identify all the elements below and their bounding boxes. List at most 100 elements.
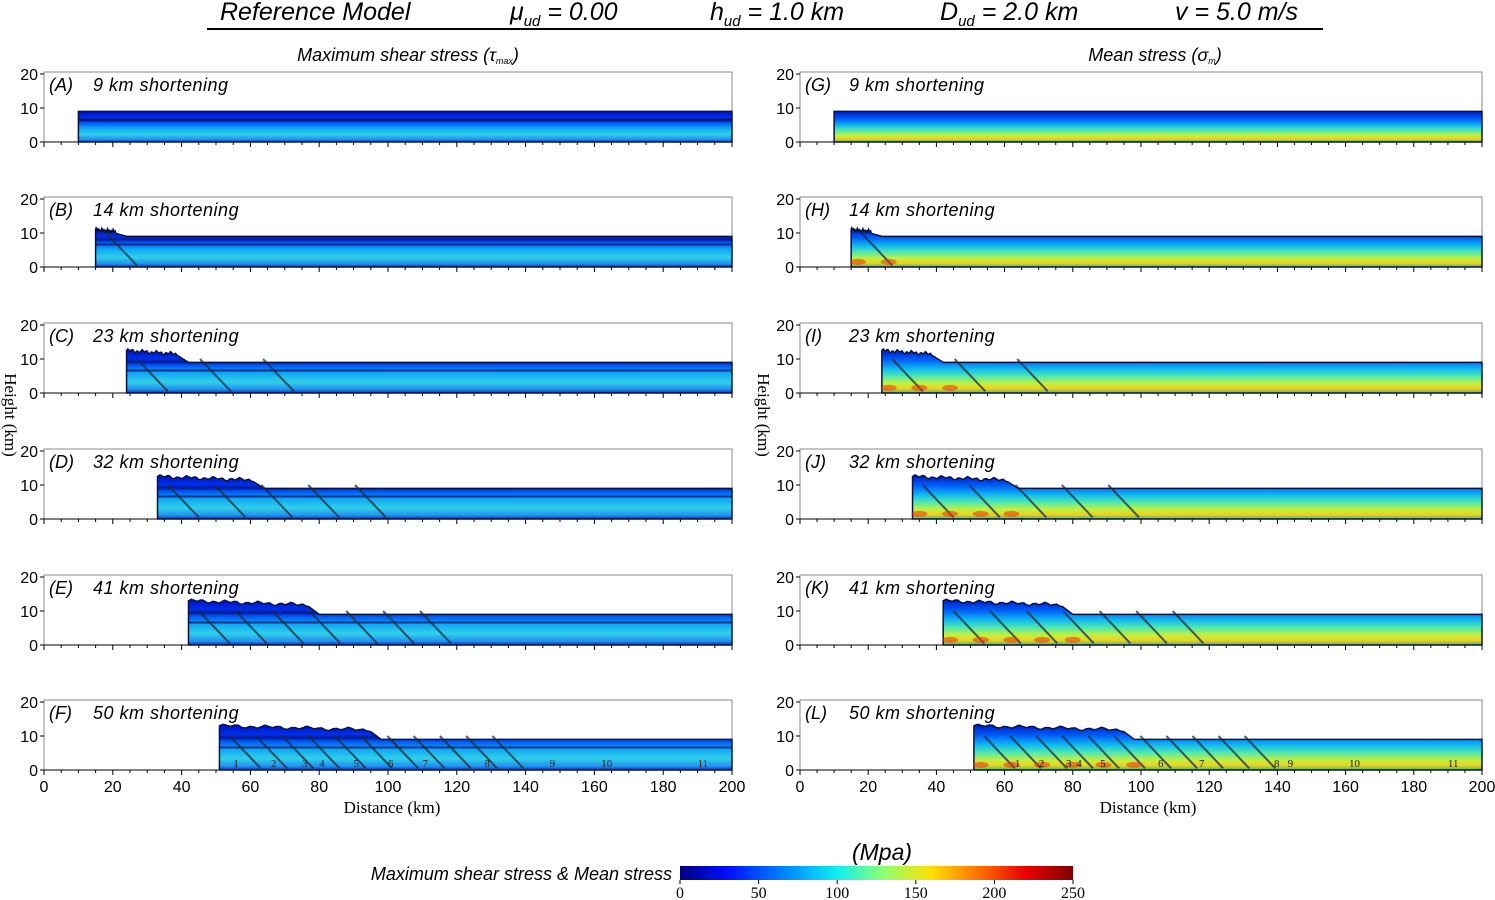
fault-number: 5 (354, 758, 360, 770)
stress-hotspot (1003, 761, 1020, 768)
fault-trace (1135, 610, 1168, 644)
fault-number: 11 (1448, 758, 1459, 770)
colorbar-label: Maximum shear stress & Mean stress (371, 864, 672, 884)
y-tick-label: 0 (29, 638, 38, 655)
panel-letter: (B) (49, 200, 73, 220)
x-tick-label: 60 (996, 779, 1014, 796)
stress-hotspot (1034, 761, 1051, 768)
stress-hotspot (972, 761, 989, 768)
fault-trace (1243, 735, 1276, 769)
stress-hotspot (1034, 636, 1051, 643)
y-tick-label: 10 (20, 352, 38, 369)
stress-hotspot (880, 384, 897, 391)
fault-trace (198, 610, 231, 644)
panel-l: 0 10 20 1 2 3 4 5 6 7 8 9 10 11 (L) 50 km shortening (776, 695, 1483, 780)
panel-label: 23 km shortening (848, 326, 995, 346)
y-tick-label: 20 (776, 318, 794, 335)
fault-trace (199, 358, 232, 392)
fault-trace (1061, 484, 1094, 518)
panel-letter: (G) (805, 75, 831, 95)
stress-hotspot (1064, 636, 1081, 643)
x-tick-label: 100 (1128, 779, 1155, 796)
panel-k: 0 10 20 (K) 41 km shortening (776, 570, 1483, 655)
y-tick-label: 0 (29, 512, 38, 529)
fault-trace (105, 232, 138, 266)
fault-trace (234, 610, 268, 644)
stress-hotspot (1095, 761, 1112, 768)
y-tick-label: 20 (20, 695, 38, 712)
x-tick-label: 120 (1196, 779, 1223, 796)
y-tick-label: 10 (776, 604, 794, 621)
fault-number: 8 (1274, 758, 1280, 770)
panel-g: 0 10 20 (G) 9 km shortening (776, 67, 1483, 152)
param-v: v = 5.0 m/s (1175, 0, 1298, 26)
panel-f: 0 10 20 1 2 3 4 5 6 7 8 9 10 11 (F) 50 km shortening (20, 695, 733, 780)
stress-hotspot (972, 636, 989, 643)
fault-trace (439, 735, 472, 769)
panel-letter: (F) (49, 703, 72, 723)
left-column-title: Maximum shear stress (τmax) (297, 45, 519, 66)
fault-trace (419, 610, 452, 644)
fault-trace (213, 484, 247, 518)
panel-label: 32 km shortening (849, 452, 995, 472)
x-tick-label: 60 (242, 779, 260, 796)
stress-hotspot (880, 258, 897, 265)
panel-label: 23 km shortening (92, 326, 239, 346)
x-tick-label: 0 (796, 779, 805, 796)
stress-hotspot (1126, 761, 1143, 768)
y-tick-label: 0 (29, 386, 38, 403)
fault-number: 3 (302, 758, 308, 770)
y-tick-label: 20 (776, 570, 794, 587)
x-tick-label: 160 (1332, 779, 1359, 796)
y-tick-label: 20 (20, 570, 38, 587)
colorbar-tick-label: 100 (825, 885, 849, 900)
x-tick-label: 100 (375, 779, 402, 796)
panel-letter: (I) (805, 326, 822, 346)
header-title: Reference Model (220, 0, 412, 26)
fault-trace (229, 735, 262, 769)
y-tick-label: 10 (20, 604, 38, 621)
fault-number: 7 (1199, 758, 1205, 770)
fault-number: 10 (601, 758, 613, 770)
fault-number: 4 (319, 758, 325, 770)
fault-trace (386, 735, 420, 769)
y-tick-label: 20 (20, 67, 38, 84)
panel-letter: (L) (805, 703, 827, 723)
stress-field (942, 598, 1483, 646)
stress-hotspot (942, 636, 959, 643)
x-tick-label: 200 (719, 779, 746, 796)
fault-trace (260, 484, 294, 518)
fault-trace (354, 484, 387, 518)
x-tick-label: 120 (443, 779, 470, 796)
panel-label: 50 km shortening (93, 703, 239, 723)
x-tick-label: 80 (310, 779, 328, 796)
fault-trace (465, 735, 498, 769)
fault-trace (271, 610, 305, 644)
colorbar-tick-label: 200 (982, 885, 1006, 900)
fault-number: 2 (1039, 758, 1045, 770)
fault-trace (1035, 735, 1068, 769)
stress-hotspot (849, 258, 866, 265)
panel-i: 0 10 20 (I) 23 km shortening (776, 318, 1483, 403)
fault-trace (136, 358, 169, 392)
panel-label: 9 km shortening (93, 75, 229, 95)
y-tick-label: 0 (785, 512, 794, 529)
fault-number: 2 (271, 758, 277, 770)
fault-number: 3 (1066, 758, 1072, 770)
panel-letter: (K) (805, 578, 829, 598)
stress-field (881, 347, 1483, 394)
fault-trace (1087, 735, 1120, 769)
fault-trace (1062, 610, 1095, 644)
colorbar: (Mpa) Maximum shear stress & Mean stress… (371, 839, 1085, 900)
stress-hotspot (1003, 510, 1020, 517)
panel-e: 0 10 20 (E) 41 km shortening (20, 570, 733, 655)
panel-label: 50 km shortening (849, 703, 995, 723)
panel-letter: (A) (49, 75, 73, 95)
y-tick-label: 10 (20, 478, 38, 495)
panel-label: 41 km shortening (93, 578, 239, 598)
stress-hotspot (911, 384, 928, 391)
y-tick-label: 0 (29, 260, 38, 277)
y-tick-label: 10 (776, 226, 794, 243)
header: Reference Model μud = 0.00 hud = 1.0 km … (207, 0, 1323, 30)
